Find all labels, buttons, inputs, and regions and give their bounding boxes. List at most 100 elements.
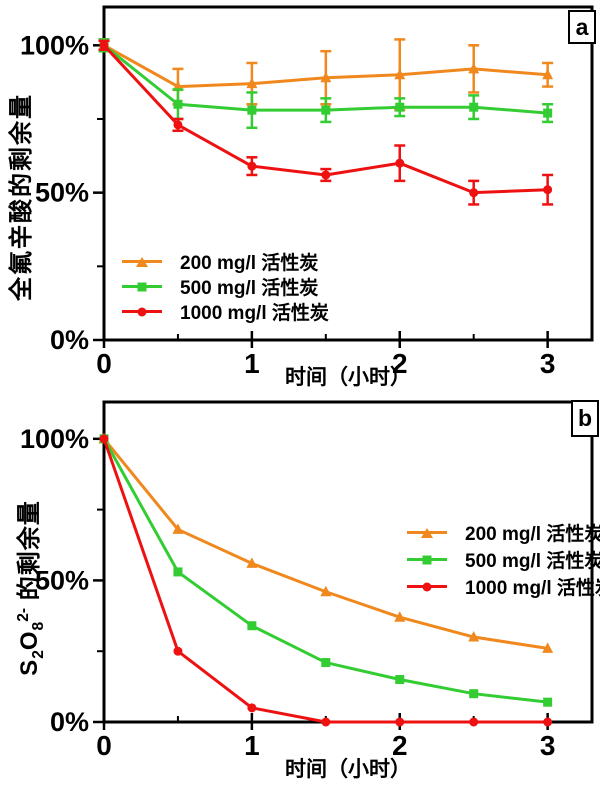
x-tick-label: 2 <box>392 730 408 761</box>
legend-swatch <box>122 307 162 316</box>
ytitle-b-part: 的剩余量 <box>16 500 43 608</box>
square-marker-icon <box>469 102 479 112</box>
circle-marker-icon <box>321 170 331 180</box>
y-tick-label: 100% <box>20 424 89 454</box>
legend-item-200mgl: 200 mg/l 活性炭 <box>122 249 329 274</box>
legend-swatch <box>122 256 162 267</box>
circle-marker-icon <box>247 161 257 171</box>
circle-marker-icon <box>543 717 553 727</box>
legend-swatch <box>122 282 162 291</box>
circle-marker-icon <box>469 188 479 198</box>
square-marker-icon <box>173 567 183 577</box>
square-marker-icon <box>469 689 479 699</box>
chart-a-canvas: 0 1 2 3 0% 50% 100% <box>20 5 594 379</box>
y-tick-label: 50% <box>35 178 89 208</box>
square-marker-icon <box>543 108 553 118</box>
panel-b: 0 1 2 3 0% 50% 100% S2O82- 的剩余量 时间（小时） b 200 m… <box>0 395 600 787</box>
legend-label: 1000 mg/l 活性炭 <box>180 303 329 324</box>
y-axis-title-a: 全氟辛酸的剩余量 <box>5 57 39 337</box>
square-marker-icon <box>247 105 257 115</box>
y-tick-label: 50% <box>35 565 89 595</box>
x-tick-label: 1 <box>244 730 260 761</box>
square-marker-icon <box>395 102 405 112</box>
panel-label-a: a <box>575 13 589 40</box>
circle-marker-icon <box>321 717 331 727</box>
plot-frame <box>102 5 594 342</box>
legend-item-500mgl: 500 mg/l 活性炭 <box>407 546 600 573</box>
triangle-marker-icon <box>246 77 258 89</box>
panel-label-b: b <box>577 405 593 431</box>
legend-item-1000mgl: 1000 mg/l 活性炭 <box>407 573 600 600</box>
legend-item-500mgl: 500 mg/l 活性炭 <box>122 274 329 299</box>
circle-marker-icon <box>543 185 553 195</box>
y-axis-title-a-text: 全氟辛酸的剩余量 <box>8 93 35 301</box>
series-1000-mg/l-活性炭 <box>98 39 554 206</box>
y-axis-title-b: S2O82- 的剩余量 <box>7 448 47 728</box>
y-tick-label: 100% <box>20 30 89 60</box>
square-marker-icon <box>543 697 553 707</box>
legend-label: 1000 mg/l 活性炭 <box>465 578 600 599</box>
triangle-marker-icon <box>320 71 332 83</box>
ytitle-b-part: O <box>16 630 43 651</box>
circle-marker-icon <box>422 582 432 591</box>
triangle-marker-icon <box>172 523 184 534</box>
legend-item-1000mgl: 1000 mg/l 活性炭 <box>122 299 329 324</box>
panel-label-box-a: a <box>568 10 596 44</box>
circle-marker-icon <box>395 717 405 727</box>
y-tick-label: 0% <box>50 707 89 737</box>
legend-label: 500 mg/l 活性炭 <box>465 551 600 572</box>
legend-item-200mgl: 200 mg/l 活性炭 <box>407 519 600 546</box>
triangle-marker-icon <box>468 631 480 642</box>
x-axis-title-b: 时间（小时） <box>285 758 411 781</box>
legend-swatch <box>407 527 447 538</box>
legend-label: 200 mg/l 活性炭 <box>180 253 319 274</box>
square-marker-icon <box>422 555 432 564</box>
x-tick-label: 0 <box>96 730 112 761</box>
legend-label: 500 mg/l 活性炭 <box>180 278 319 299</box>
triangle-marker-icon <box>542 642 554 653</box>
circle-marker-icon <box>99 434 109 444</box>
x-axis-title-a: 时间（小时） <box>285 366 411 389</box>
triangle-marker-icon <box>246 557 258 568</box>
circle-marker-icon <box>173 120 183 130</box>
square-marker-icon <box>395 675 405 685</box>
ytitle-b-sub: 2 <box>29 650 47 659</box>
triangle-marker-icon <box>394 611 406 622</box>
ytitle-b-sup: 2- <box>15 607 32 622</box>
circle-marker-icon <box>247 703 257 713</box>
square-marker-icon <box>321 105 331 115</box>
legend-b: 200 mg/l 活性炭 500 mg/l 活性炭 1000 mg/l 活性炭 <box>407 519 600 600</box>
circle-marker-icon <box>173 646 183 656</box>
series-1000-mg/l-活性炭 <box>99 434 553 727</box>
circle-marker-icon <box>99 40 109 50</box>
square-marker-icon <box>321 658 331 668</box>
square-marker-icon <box>173 99 183 109</box>
legend-swatch <box>407 555 447 564</box>
legend-swatch <box>407 582 447 591</box>
legend-a: 200 mg/l 活性炭 500 mg/l 活性炭 1000 mg/l 活性炭 <box>122 249 329 324</box>
chart-b-canvas: 0 1 2 3 0% 50% 100% <box>20 400 594 761</box>
triangle-marker-icon <box>136 256 148 267</box>
square-marker-icon <box>247 621 257 631</box>
x-tick-label: 2 <box>392 348 408 379</box>
triangle-marker-icon <box>542 68 554 80</box>
triangle-marker-icon <box>394 68 406 80</box>
circle-marker-icon <box>137 307 147 316</box>
triangle-marker-icon <box>320 585 332 597</box>
triangle-marker-icon <box>468 62 480 74</box>
panel-label-box-b: b <box>571 400 599 437</box>
ytitle-b-sub: 8 <box>29 621 47 631</box>
ytitle-b-part: S <box>16 658 43 676</box>
square-marker-icon <box>137 282 147 291</box>
x-tick-label: 3 <box>540 348 556 379</box>
legend-label: 200 mg/l 活性炭 <box>465 524 600 545</box>
circle-marker-icon <box>469 717 479 727</box>
x-tick-label: 3 <box>540 730 556 761</box>
x-tick-label: 1 <box>244 348 260 379</box>
triangle-marker-icon <box>421 527 433 538</box>
panel-a: 0 1 2 3 0% 50% 100% 全氟辛酸的剩余量 时间（小时） a 200 mg/l… <box>5 5 596 389</box>
y-tick-label: 0% <box>50 325 89 355</box>
x-tick-label: 0 <box>96 348 112 379</box>
circle-marker-icon <box>395 158 405 168</box>
